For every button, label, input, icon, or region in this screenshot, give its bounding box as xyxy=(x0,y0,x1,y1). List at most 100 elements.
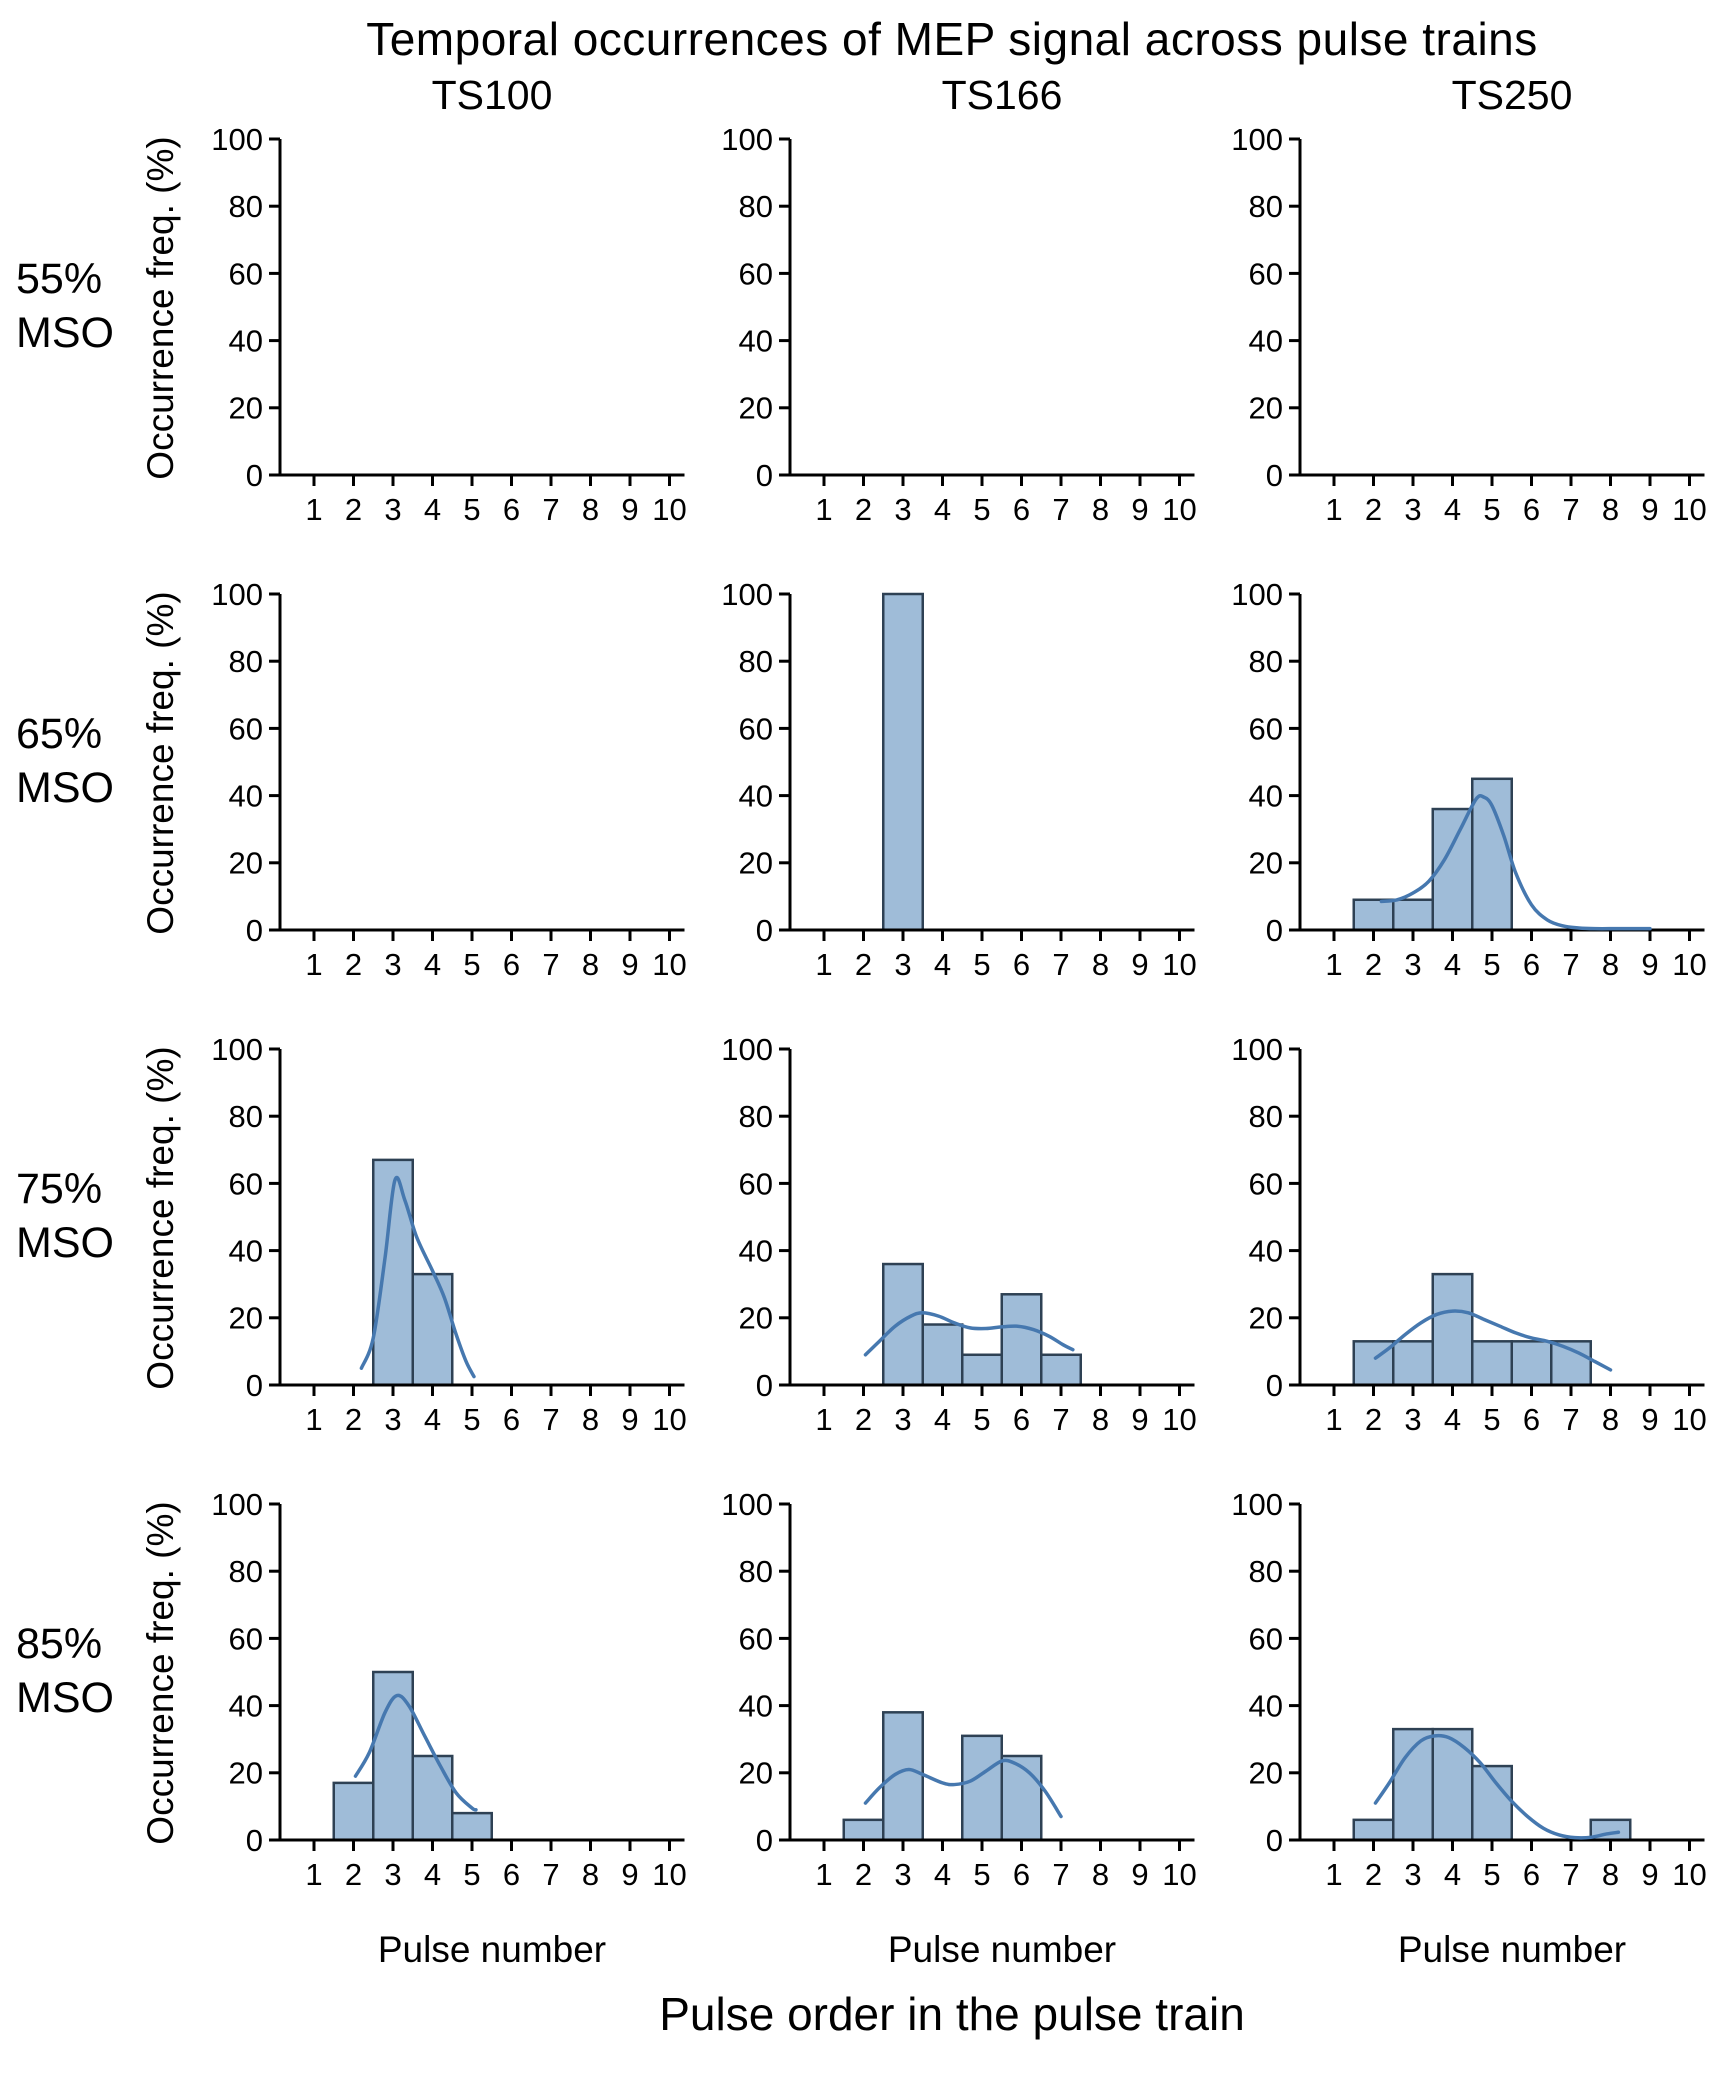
svg-text:5: 5 xyxy=(973,947,990,982)
y-axis-label-col: Occurrence freq. (%) xyxy=(130,1488,192,1918)
svg-text:2: 2 xyxy=(345,1402,362,1437)
svg-text:0: 0 xyxy=(756,1368,773,1403)
subplot-65-ts100: 0 20 40 60 80 100 1 2 3 4 5 6 7 8 9 10 xyxy=(211,578,686,982)
svg-text:9: 9 xyxy=(621,492,638,527)
svg-text:40: 40 xyxy=(739,323,773,358)
row-label-85-mso: 85% MSO xyxy=(16,1620,114,1722)
svg-text:9: 9 xyxy=(1641,947,1658,982)
svg-text:0: 0 xyxy=(246,1368,263,1403)
y-axis-label: Occurrence freq. (%) xyxy=(140,1046,181,1390)
svg-text:4: 4 xyxy=(424,1857,441,1892)
svg-text:0: 0 xyxy=(1266,1368,1283,1403)
svg-text:3: 3 xyxy=(894,1402,911,1437)
svg-text:8: 8 xyxy=(1092,947,1109,982)
svg-text:5: 5 xyxy=(463,492,480,527)
svg-text:5: 5 xyxy=(463,1402,480,1437)
svg-text:1: 1 xyxy=(815,947,832,982)
svg-text:80: 80 xyxy=(229,1554,263,1589)
svg-text:4: 4 xyxy=(934,1857,951,1892)
svg-text:80: 80 xyxy=(229,1099,263,1134)
chart-row-65-mso: 65% MSO Occurrence freq. (%) 0 20 40 60 80 10… xyxy=(0,578,1725,1008)
svg-text:2: 2 xyxy=(345,947,362,982)
svg-text:8: 8 xyxy=(1602,947,1619,982)
svg-text:3: 3 xyxy=(894,1857,911,1892)
svg-text:0: 0 xyxy=(1266,1823,1283,1858)
svg-text:3: 3 xyxy=(1404,492,1421,527)
svg-text:2: 2 xyxy=(1365,1402,1382,1437)
svg-text:20: 20 xyxy=(229,1301,263,1336)
svg-text:20: 20 xyxy=(1249,1301,1283,1336)
svg-text:40: 40 xyxy=(1249,778,1283,813)
svg-text:20: 20 xyxy=(229,846,263,881)
subplot-75-ts166: 0 20 40 60 80 100 1 2 3 4 5 6 7 8 9 10 xyxy=(721,1033,1196,1437)
svg-text:4: 4 xyxy=(424,1402,441,1437)
svg-text:1: 1 xyxy=(815,492,832,527)
svg-text:100: 100 xyxy=(211,123,263,157)
x-axis-label-ts100: Pulse number xyxy=(377,1929,607,1970)
svg-text:60: 60 xyxy=(739,1621,773,1656)
svg-text:5: 5 xyxy=(973,1402,990,1437)
svg-text:0: 0 xyxy=(756,1823,773,1858)
svg-text:2: 2 xyxy=(855,1857,872,1892)
svg-text:20: 20 xyxy=(1249,1756,1283,1791)
svg-text:8: 8 xyxy=(582,947,599,982)
svg-text:1: 1 xyxy=(305,947,322,982)
svg-text:80: 80 xyxy=(739,644,773,679)
svg-text:40: 40 xyxy=(1249,1233,1283,1268)
svg-text:0: 0 xyxy=(246,458,263,493)
y-axis-label: Occurrence freq. (%) xyxy=(140,1501,181,1845)
svg-text:6: 6 xyxy=(1523,1857,1540,1892)
svg-text:7: 7 xyxy=(1052,947,1069,982)
svg-text:0: 0 xyxy=(756,458,773,493)
x-axis-label-ts250: Pulse number xyxy=(1397,1929,1627,1970)
svg-text:6: 6 xyxy=(503,947,520,982)
svg-text:60: 60 xyxy=(1249,711,1283,746)
figure-title: Temporal occurrences of MEP signal acros… xyxy=(366,13,1538,65)
svg-text:7: 7 xyxy=(1052,1857,1069,1892)
svg-text:4: 4 xyxy=(1444,1857,1461,1892)
svg-text:5: 5 xyxy=(1483,1857,1500,1892)
y-axis-label-col: Occurrence freq. (%) xyxy=(130,1033,192,1463)
svg-text:20: 20 xyxy=(739,1756,773,1791)
svg-text:100: 100 xyxy=(211,578,263,612)
chart-grid: 55% MSO Occurrence freq. (%) 0 20 40 60 80 10… xyxy=(0,123,1725,1918)
svg-text:7: 7 xyxy=(542,1402,559,1437)
svg-text:3: 3 xyxy=(894,947,911,982)
svg-text:2: 2 xyxy=(1365,1857,1382,1892)
svg-text:1: 1 xyxy=(305,1402,322,1437)
svg-text:40: 40 xyxy=(229,1233,263,1268)
svg-text:4: 4 xyxy=(934,947,951,982)
svg-text:9: 9 xyxy=(1131,947,1148,982)
svg-text:7: 7 xyxy=(542,1857,559,1892)
subplot-55-ts166: 0 20 40 60 80 100 1 2 3 4 5 6 7 8 9 10 xyxy=(721,123,1196,527)
svg-text:6: 6 xyxy=(1013,1402,1030,1437)
svg-text:80: 80 xyxy=(739,1099,773,1134)
svg-text:0: 0 xyxy=(756,913,773,948)
svg-text:10: 10 xyxy=(1672,1402,1706,1437)
column-header-ts166: TS166 xyxy=(941,72,1063,118)
svg-text:7: 7 xyxy=(1562,947,1579,982)
svg-text:1: 1 xyxy=(305,492,322,527)
row-label-55-mso: 55% MSO xyxy=(16,255,114,357)
svg-text:4: 4 xyxy=(424,492,441,527)
svg-text:100: 100 xyxy=(211,1488,263,1522)
svg-text:1: 1 xyxy=(815,1402,832,1437)
svg-text:40: 40 xyxy=(229,323,263,358)
svg-text:8: 8 xyxy=(1602,1402,1619,1437)
svg-text:0: 0 xyxy=(246,1823,263,1858)
svg-text:1: 1 xyxy=(1325,492,1342,527)
svg-text:5: 5 xyxy=(463,947,480,982)
svg-text:40: 40 xyxy=(1249,323,1283,358)
svg-text:0: 0 xyxy=(246,913,263,948)
svg-text:5: 5 xyxy=(973,492,990,527)
svg-text:40: 40 xyxy=(739,1233,773,1268)
svg-text:10: 10 xyxy=(652,1857,686,1892)
svg-text:20: 20 xyxy=(1249,846,1283,881)
svg-text:7: 7 xyxy=(1562,492,1579,527)
subplot-85-ts166: 0 20 40 60 80 100 1 2 3 4 5 6 7 8 9 10 xyxy=(721,1488,1196,1892)
svg-text:9: 9 xyxy=(1131,492,1148,527)
x-axis-label-ts166: Pulse number xyxy=(887,1929,1117,1970)
svg-text:1: 1 xyxy=(1325,1857,1342,1892)
svg-text:60: 60 xyxy=(229,256,263,291)
svg-text:80: 80 xyxy=(229,644,263,679)
